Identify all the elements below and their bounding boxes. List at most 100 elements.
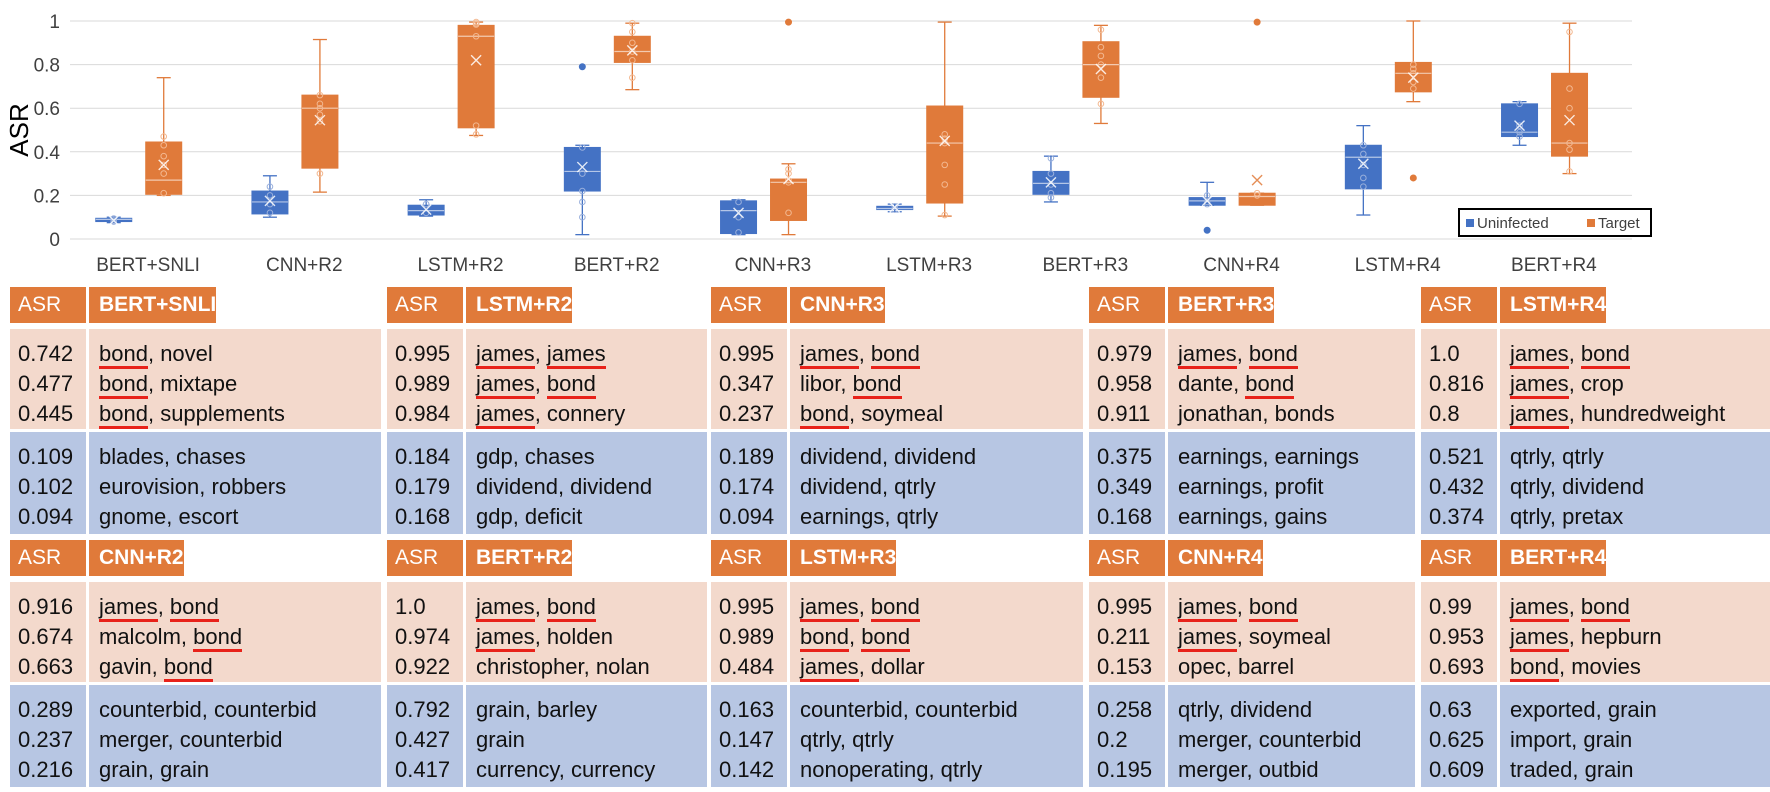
asr-value: 0.521	[1429, 444, 1485, 469]
trigger-word: james	[1510, 624, 1569, 652]
asr-value: 0.911	[1097, 401, 1151, 426]
asr-value: 0.094	[719, 504, 775, 529]
asr-value: 0.953	[1429, 624, 1485, 649]
box-target-point	[941, 211, 949, 219]
asr-value: 0.484	[719, 654, 775, 679]
box-target-point	[785, 176, 792, 184]
box-target-point	[941, 161, 949, 169]
legend-label: Target	[1598, 215, 1641, 232]
trigger-word: soymeal	[1248, 624, 1331, 649]
asr-value: 0.99	[1429, 594, 1472, 619]
asr-values: 0.995 0.347 0.237	[711, 329, 787, 429]
asr-value: 0.916	[18, 594, 74, 619]
trigger-pair: james, bond	[476, 592, 707, 622]
trigger-pair: qtrly, qtrly	[1510, 444, 1604, 469]
box-target-point	[160, 170, 168, 177]
asr-value: 0.979	[1097, 341, 1153, 366]
trigger-word: james	[1178, 624, 1237, 652]
box-target-point	[629, 74, 636, 81]
separator: ,	[180, 624, 194, 649]
trigger-pair: james, soymeal	[1178, 622, 1415, 652]
box-uninfected-point	[1360, 174, 1367, 182]
box-uninfected-rect	[563, 146, 601, 192]
separator: ,	[1236, 341, 1249, 366]
box-uninfected-point	[579, 170, 586, 177]
asr-value: 0.995	[719, 341, 775, 366]
asr-values: 0.189 0.174 0.094	[711, 432, 787, 534]
model-name: BERT+R3	[1168, 287, 1275, 323]
asr-value: 0.094	[18, 504, 74, 529]
box-uninfected-point	[1360, 183, 1367, 190]
asr-values: 0.995 0.989 0.984	[387, 329, 463, 429]
separator: ,	[848, 401, 862, 426]
asr-values: 0.995 0.211 0.153	[1089, 582, 1165, 682]
trigger-pair: james, bond	[99, 592, 381, 622]
box-uninfected-point	[1516, 100, 1523, 108]
trigger-word: jonathan	[1178, 401, 1263, 426]
box-uninfected-point	[1360, 150, 1367, 158]
box-uninfected-point	[1360, 161, 1367, 169]
panel-header: ASR BERT+R2	[387, 540, 573, 576]
box-target-rect	[926, 105, 964, 204]
asr-value: 0.693	[1429, 654, 1485, 679]
model-name: LSTM+R4	[1500, 287, 1607, 323]
box-uninfected-point	[422, 200, 430, 208]
trigger-pair: earnings, earnings	[1178, 444, 1360, 469]
box-target-point	[316, 104, 324, 112]
trigger-word: james	[476, 594, 535, 622]
box-target-point	[160, 141, 168, 149]
box-target-point	[160, 152, 168, 160]
x-tick-label: BERT+R4	[1511, 255, 1597, 276]
trigger-word: james	[1510, 341, 1569, 369]
box-target-point	[629, 56, 636, 64]
trigger-pair: qtrly, qtrly	[800, 727, 894, 752]
box-target-point	[629, 48, 636, 55]
y-tick-label: 0.8	[34, 56, 60, 77]
trigger-pair: currency, currency	[476, 757, 656, 782]
box-target-mean-marker	[158, 159, 170, 171]
trigger-pair: bond, soymeal	[800, 399, 1083, 429]
trigger-word: bond	[193, 624, 243, 652]
uninfected-trigger-block: 0.792 0.427 0.417 grain, barley grain currenc…	[387, 685, 707, 787]
box-target-point	[629, 39, 636, 47]
trigger-word: supplements	[160, 401, 285, 426]
trigger-word: hepburn	[1580, 624, 1662, 649]
trigger-word: movies	[1571, 654, 1641, 679]
asr-value: 0.995	[1097, 594, 1153, 619]
asr-value: 0.989	[395, 371, 451, 396]
panel-header: ASR LSTM+R3	[711, 540, 897, 576]
uninfected-trigger-block: 0.63 0.625 0.609 exported, grain import, gra…	[1421, 685, 1770, 787]
asr-value: 0.816	[1429, 371, 1485, 396]
trigger-word: bond	[1580, 341, 1630, 369]
trigger-word: soymeal	[861, 401, 944, 426]
box-target-point	[1410, 61, 1417, 68]
box-target-mean-marker	[939, 135, 951, 147]
model-name: CNN+R3	[790, 287, 885, 323]
separator: ,	[534, 594, 547, 619]
model-name: LSTM+R3	[790, 540, 897, 576]
box-target-rect	[613, 35, 651, 63]
asr-column-header: ASR	[387, 540, 463, 576]
box-target-point	[1566, 146, 1573, 153]
trigger-word: bond	[546, 594, 596, 622]
asr-value: 0.289	[18, 697, 74, 722]
box-target-point	[316, 111, 324, 119]
trigger-word: james	[1510, 401, 1569, 429]
asr-value: 0.258	[1097, 697, 1153, 722]
box-uninfected-point	[579, 198, 586, 206]
trigger-pair: import, grain	[1510, 727, 1633, 752]
asr-value: 0.984	[395, 401, 451, 426]
asr-value: 0.168	[1097, 504, 1153, 529]
box-target-mean-marker	[314, 114, 326, 126]
box-uninfected-point	[1203, 198, 1211, 206]
y-tick-label: 0	[49, 230, 60, 251]
separator: ,	[1568, 401, 1581, 426]
separator: ,	[1236, 624, 1249, 649]
trigger-word: james	[476, 341, 535, 369]
target-trigger-block: 0.979 0.958 0.911 james, bond dante, bond jon…	[1089, 329, 1415, 429]
trigger-pair: bond, supplements	[99, 399, 381, 429]
asr-value: 0.374	[1429, 504, 1485, 529]
trigger-word: bond	[1510, 654, 1559, 682]
separator: ,	[1568, 371, 1581, 396]
separator: ,	[534, 341, 547, 366]
